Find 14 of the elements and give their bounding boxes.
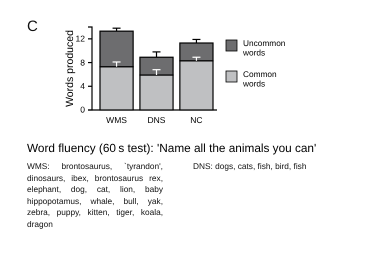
x-tick-label: WMS (106, 115, 128, 126)
text: Word fluency (60 s test): 'Name all the animals you can' (27, 141, 316, 155)
y-tick-label: 12 (76, 34, 86, 44)
y-tick-label: 0 (80, 104, 86, 115)
y-tick-label: 4 (80, 81, 86, 92)
y-tick-label: 8 (80, 57, 86, 68)
y-axis-title: Words produced (64, 30, 76, 107)
x-tick-label: DNS (148, 115, 166, 126)
legend-label: Common words (242, 69, 278, 88)
x-tick-label: NC (190, 115, 203, 126)
text: DNS: dogs, cats, fish, bird, fish (193, 161, 308, 173)
text: WMS: brontosaurus, `tyrandon', dinosaurs, ibex, brontosaurus rex, elephant, dog, cat, lion, baby hippopotamus, whale, bull, yak, zebra, puppy, kitten, tiger, koala, dragon (27, 161, 163, 231)
text: C (27, 18, 39, 36)
legend-label: Uncommon words (242, 38, 286, 58)
